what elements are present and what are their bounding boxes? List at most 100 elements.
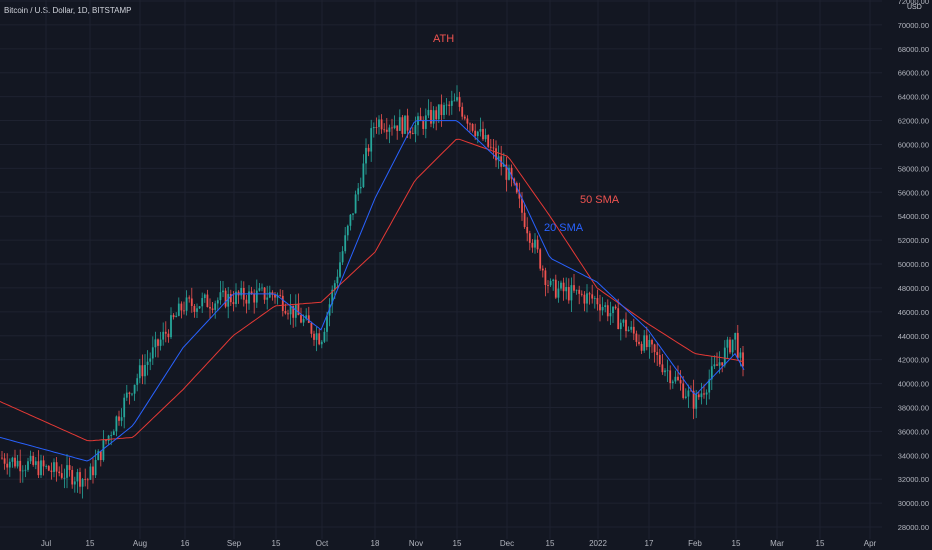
candle-body	[565, 287, 568, 292]
candle-body	[42, 460, 45, 467]
candle-body	[669, 370, 672, 384]
candle-body	[586, 293, 588, 304]
candle-body	[554, 279, 557, 298]
candle-body	[352, 213, 354, 215]
price-tick-label: 32000.00	[898, 475, 929, 484]
candle-body	[300, 315, 302, 323]
candle-body	[157, 339, 159, 346]
candle-body	[211, 308, 214, 310]
candle-body	[326, 315, 328, 332]
candle-body	[380, 119, 383, 130]
candle-body	[635, 333, 638, 342]
candle-body	[53, 462, 55, 472]
candle-body	[396, 125, 399, 131]
candle-body	[151, 347, 154, 359]
candle-body	[362, 163, 365, 188]
candle-body	[596, 298, 599, 305]
candle-body	[471, 123, 474, 131]
candle-body	[526, 226, 529, 234]
candle-body	[378, 119, 380, 128]
candle-body	[284, 310, 287, 314]
candle-body	[94, 460, 97, 476]
price-tick-label: 58000.00	[898, 164, 929, 173]
candle-body	[162, 331, 165, 340]
candle-body	[489, 146, 492, 148]
candle-body	[664, 370, 666, 373]
candle-body	[250, 291, 253, 294]
candle-body	[71, 469, 74, 485]
candle-body	[651, 340, 653, 345]
candle-body	[24, 469, 27, 471]
candle-body	[409, 130, 412, 134]
candle-body	[183, 310, 185, 312]
candle-body	[682, 383, 685, 398]
candle-body	[453, 100, 456, 102]
price-tick-label: 42000.00	[898, 356, 929, 365]
candle-body	[684, 396, 687, 398]
candle-body	[674, 376, 677, 382]
time-tick-label: 15	[816, 539, 825, 548]
candle-body	[14, 457, 16, 467]
time-tick-label: 17	[645, 539, 654, 548]
candle-body	[731, 339, 734, 353]
candle-body	[690, 390, 692, 392]
candle-body	[76, 472, 79, 482]
candle-body	[40, 460, 42, 476]
candle-body	[232, 302, 235, 304]
candle-body	[638, 341, 640, 344]
candle-body	[505, 164, 508, 180]
time-tick-label: 16	[181, 539, 190, 548]
price-tick-label: 36000.00	[898, 427, 929, 436]
candle-body	[734, 332, 737, 340]
price-tick-label: 66000.00	[898, 69, 929, 78]
candle-body	[66, 465, 68, 478]
time-tick-label: Mar	[770, 539, 784, 548]
candle-body	[588, 293, 591, 295]
candle-body	[479, 129, 482, 132]
chart-grid	[0, 0, 882, 539]
price-tick-label: 60000.00	[898, 140, 929, 149]
ath-annotation: ATH	[433, 33, 454, 45]
candle-body	[708, 379, 711, 393]
candle-body	[365, 147, 367, 164]
candle-body	[375, 127, 378, 128]
candle-body	[661, 364, 664, 373]
price-tick-label: 40000.00	[898, 380, 929, 389]
candle-body	[170, 315, 172, 338]
time-tick-label: 15	[272, 539, 281, 548]
candle-body	[645, 335, 648, 348]
candle-body	[245, 299, 248, 304]
candle-body	[112, 431, 115, 436]
candle-body	[632, 326, 635, 334]
candle-body	[658, 355, 661, 365]
price-axis[interactable]: 28000.00 30000.00 32000.00 34000.00 36000.00…	[898, 0, 929, 532]
candle-body	[331, 289, 334, 305]
price-tick-label: 34000.00	[898, 451, 929, 460]
candle-body	[146, 361, 149, 365]
candle-body	[16, 460, 19, 467]
candle-body	[591, 294, 594, 299]
candle-body	[359, 187, 362, 189]
time-axis[interactable]: Jul 15 Aug 16 Sep 15 Oct 18 Nov 15 Dec 15 2022 17 Feb 1…	[41, 539, 877, 548]
time-tick-label: Oct	[316, 539, 329, 548]
candle-body	[261, 287, 263, 289]
candle-body	[240, 287, 243, 296]
candle-body	[86, 479, 89, 481]
candle-body	[357, 188, 360, 195]
candle-body	[302, 318, 305, 323]
candle-body	[3, 458, 6, 464]
sma20-line	[0, 120, 745, 462]
candle-body	[723, 347, 726, 366]
time-tick-label: Dec	[500, 539, 514, 548]
candle-body	[196, 308, 198, 312]
candle-body	[406, 115, 409, 131]
price-tick-label: 62000.00	[898, 117, 929, 126]
candle-body	[528, 233, 531, 243]
candle-body	[643, 335, 646, 351]
candle-body	[742, 352, 744, 367]
candle-body	[29, 455, 32, 462]
candle-body	[144, 364, 146, 377]
candle-body	[229, 294, 232, 303]
candle-body	[185, 297, 188, 311]
